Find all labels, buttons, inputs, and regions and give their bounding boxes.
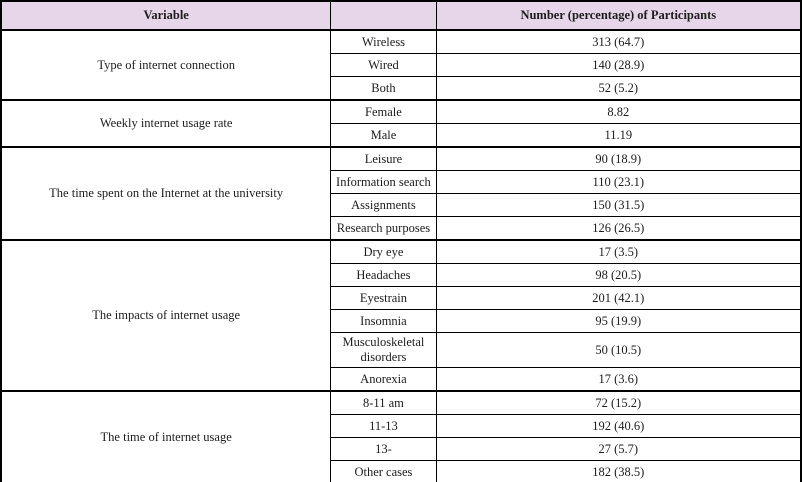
- table-row: Type of internet connection Wireless 313 (…: [0, 29, 802, 101]
- category-cell: Dry eye: [330, 239, 437, 264]
- table-row: Musculoskeletal disorders 50 (10.5): [1, 332, 802, 368]
- header-number-percentage: Number (percentage) of Participants: [435, 0, 802, 31]
- table-row: Other cases 182 (38.5): [1, 460, 802, 482]
- value-cell: 182 (38.5): [435, 460, 802, 482]
- table-row: The time of internet usage 8-11 am 72 (15.…: [0, 390, 802, 482]
- table-row: Assignments 150 (31.5): [1, 193, 802, 217]
- category-cell: Musculoskeletal disorders: [330, 332, 437, 368]
- table-row: 13- 27 (5.7): [1, 437, 802, 461]
- category-cell: Information search: [330, 170, 437, 194]
- value-cell: 52 (5.2): [435, 76, 802, 101]
- table-row: The time spent on the Internet at the un…: [0, 146, 802, 241]
- variable-cell: The time of internet usage: [0, 390, 332, 482]
- category-cell: Wired: [330, 53, 437, 77]
- category-cell: Male: [330, 123, 437, 148]
- value-cell: 95 (19.9): [435, 309, 802, 333]
- value-cell: 313 (64.7): [435, 29, 802, 54]
- table-row: Weekly internet usage rate Female 8.82: [0, 99, 802, 148]
- value-cell: 72 (15.2): [435, 390, 802, 415]
- table-row: Information search 110 (23.1): [1, 170, 802, 194]
- table-row: Male 11.19: [1, 123, 802, 148]
- header-category: [330, 0, 437, 31]
- variable-cell: The impacts of internet usage: [0, 239, 332, 392]
- category-cell: Both: [330, 76, 437, 101]
- table-row: Eyestrain 201 (42.1): [1, 286, 802, 310]
- category-cell: 11-13: [330, 414, 437, 438]
- category-cell: Research purposes: [330, 216, 437, 241]
- variable-cell: The time spent on the Internet at the un…: [0, 146, 332, 241]
- value-cell: 150 (31.5): [435, 193, 802, 217]
- category-cell: Other cases: [330, 460, 437, 482]
- category-cell: Leisure: [330, 146, 437, 171]
- header-variable: Variable: [0, 0, 332, 31]
- value-cell: 201 (42.1): [435, 286, 802, 310]
- value-cell: 17 (3.6): [435, 367, 802, 392]
- value-cell: 126 (26.5): [435, 216, 802, 241]
- table-row: Research purposes 126 (26.5): [1, 216, 802, 241]
- variable-cell: Type of internet connection: [0, 29, 332, 101]
- value-cell: 11.19: [435, 123, 802, 148]
- category-cell: 8-11 am: [330, 390, 437, 415]
- category-cell: Assignments: [330, 193, 437, 217]
- value-cell: 110 (23.1): [435, 170, 802, 194]
- category-cell: Female: [330, 99, 437, 124]
- value-cell: 90 (18.9): [435, 146, 802, 171]
- value-cell: 50 (10.5): [435, 332, 802, 368]
- table-row: Both 52 (5.2): [1, 76, 802, 101]
- table-row: Headaches 98 (20.5): [1, 263, 802, 287]
- category-cell: 13-: [330, 437, 437, 461]
- table-body: Type of internet connection Wireless 313 (…: [0, 29, 802, 482]
- category-cell: Headaches: [330, 263, 437, 287]
- category-cell: Wireless: [330, 29, 437, 54]
- variable-cell: Weekly internet usage rate: [0, 99, 332, 148]
- category-cell: Insomnia: [330, 309, 437, 333]
- category-cell: Anorexia: [330, 367, 437, 392]
- table-row: Anorexia 17 (3.6): [1, 367, 802, 392]
- value-cell: 192 (40.6): [435, 414, 802, 438]
- table-row: Wired 140 (28.9): [1, 53, 802, 77]
- header-row: Variable Number (percentage) of Particip…: [0, 0, 802, 31]
- value-cell: 17 (3.5): [435, 239, 802, 264]
- value-cell: 98 (20.5): [435, 263, 802, 287]
- value-cell: 140 (28.9): [435, 53, 802, 77]
- table-row: The impacts of internet usage Dry eye 17 (…: [0, 239, 802, 392]
- value-cell: 27 (5.7): [435, 437, 802, 461]
- category-cell: Eyestrain: [330, 286, 437, 310]
- value-cell: 8.82: [435, 99, 802, 124]
